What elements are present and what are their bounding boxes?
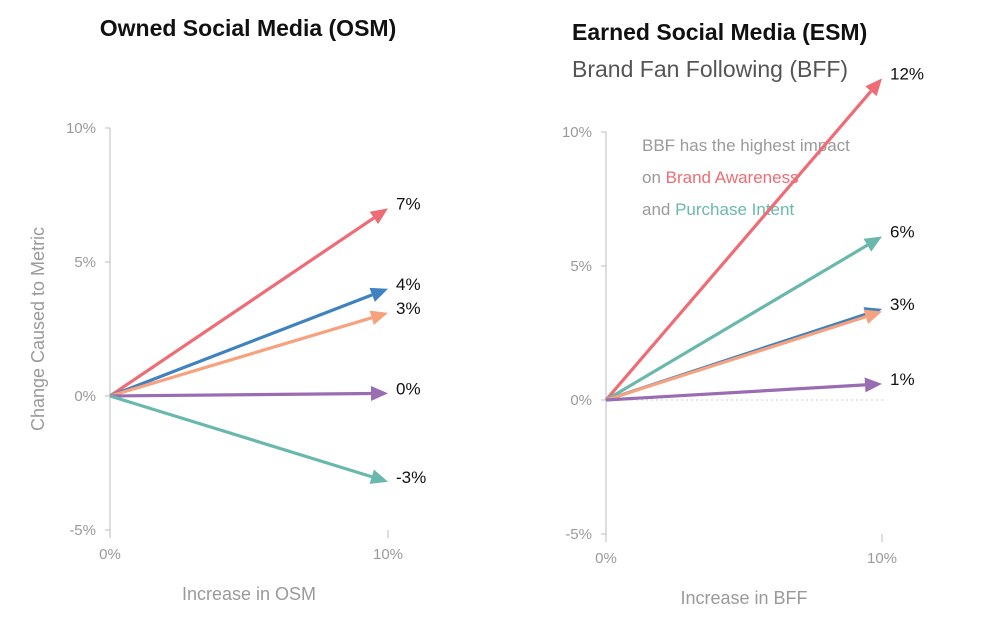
y-tick-label: -5% [565, 526, 592, 543]
x-axis-title: Increase in OSM [182, 584, 316, 604]
data-label: 3% [890, 295, 915, 314]
y-tick-label: 5% [74, 254, 96, 271]
series-line [109, 394, 373, 479]
series-arrowhead [369, 287, 388, 302]
series-line [109, 216, 375, 398]
series-line [605, 315, 867, 402]
data-label: 12% [890, 64, 924, 83]
x-tick-label: 0% [99, 546, 121, 563]
annotation-segment: on [642, 168, 666, 187]
series-line [605, 383, 866, 402]
series-arrowhead [369, 310, 388, 325]
y-tick-label: 10% [562, 124, 592, 141]
y-tick-label: 10% [66, 120, 96, 137]
chart-title: Earned Social Media (ESM) [572, 19, 867, 45]
series-line [109, 391, 372, 398]
series-arrowhead [369, 469, 388, 484]
data-label: 4% [396, 275, 421, 294]
y-tick-label: 0% [570, 392, 592, 409]
y-tick-label: 5% [570, 258, 592, 275]
data-label: 3% [396, 299, 421, 318]
chart-subtitle: Brand Fan Following (BFF) [572, 56, 848, 82]
x-axis-title: Increase in BFF [680, 588, 807, 608]
x-tick-label: 10% [867, 550, 897, 567]
series-arrowhead [370, 385, 388, 401]
series-line [605, 243, 869, 402]
data-label: -3% [396, 468, 426, 487]
annotation-segment: Brand Awareness [666, 168, 799, 187]
series-arrowhead [863, 309, 882, 324]
series-arrowhead [369, 208, 388, 225]
esm-panel: Earned Social Media (ESM) Brand Fan Follo… [562, 19, 924, 608]
annotation-segment: and [642, 200, 675, 219]
series-line [109, 316, 373, 398]
osm-panel: Owned Social Media (OSM)-5%0%5%10%0% 10%I… [28, 15, 426, 604]
x-tick-label: 10% [373, 546, 403, 563]
series-arrowhead [863, 236, 882, 252]
annotation-segment: BBF has the highest impact [642, 136, 850, 155]
series-line [604, 90, 873, 402]
data-label: 7% [396, 194, 421, 213]
annotation-line: BBF has the highest impact [642, 136, 850, 155]
series-line [109, 293, 373, 398]
annotation-line: on Brand Awareness [642, 168, 799, 187]
y-tick-label: 0% [74, 388, 96, 405]
series-arrowhead [864, 377, 882, 393]
x-tick-label: 0% [595, 550, 617, 567]
chart-title: Owned Social Media (OSM) [100, 15, 396, 41]
data-label: 1% [890, 370, 915, 389]
y-axis-title: Change Caused to Metric [28, 227, 48, 431]
series-arrowhead [865, 78, 882, 97]
y-tick-label: -5% [69, 522, 96, 539]
data-label: 6% [890, 223, 915, 242]
data-label: 0% [396, 379, 421, 398]
